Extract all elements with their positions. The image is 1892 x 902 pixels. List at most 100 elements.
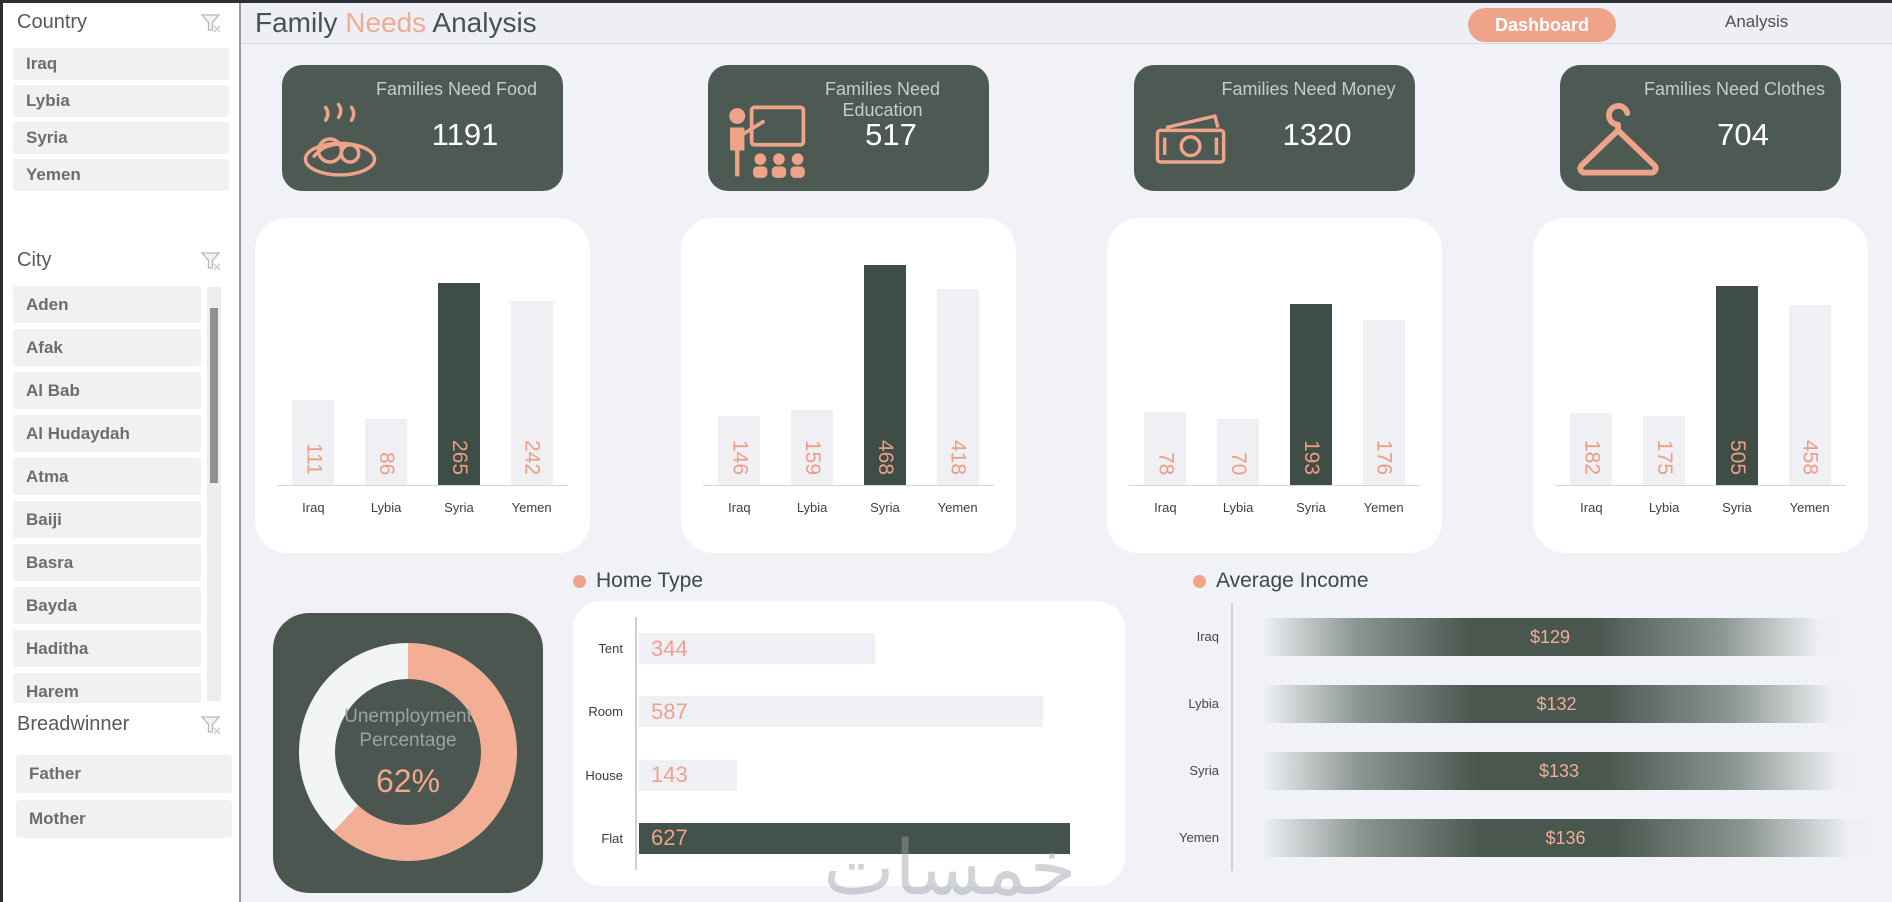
kpi-value: 1320 [1282, 117, 1352, 152]
scrollbar-thumb[interactable] [210, 308, 218, 483]
average-income-header: Average Income [1193, 569, 1369, 593]
slicer-country-yemen[interactable]: Yemen [13, 159, 229, 191]
bar-syria[interactable]: 265 [437, 283, 480, 485]
slicer-breadwinner-father[interactable]: Father [16, 755, 232, 793]
bullet-dot-icon [573, 574, 586, 588]
bar-value-label: 78 [1154, 451, 1178, 475]
kpi-title: Families Need Education [824, 79, 941, 120]
category-axis: Iraq Lybia Syria Yemen [1129, 500, 1420, 515]
bar-value-label: 242 [520, 439, 544, 475]
kpi-title: Families Need Food [375, 79, 538, 99]
bar-syria[interactable]: 468 [863, 265, 906, 485]
bar-syria[interactable]: $133 [1263, 751, 1855, 790]
bar-syria[interactable]: 505 [1715, 286, 1758, 485]
category-label: Iraq [302, 500, 325, 515]
plot-area: 146 159 468 418 [703, 254, 994, 486]
page-title: Family Needs Analysis [255, 7, 537, 39]
category-label: Syria [1296, 500, 1326, 515]
tab-analysis[interactable]: Analysis [1725, 12, 1789, 31]
bar-yemen[interactable]: 176 [1362, 320, 1405, 485]
kpi-value: 517 [865, 117, 917, 152]
top-bar: Family Needs Analysis Dashboard Analysis [241, 3, 1892, 44]
slicer-city-basra[interactable]: Basra [13, 544, 201, 581]
chart-education-by-country: 146 159 468 418 Iraq Lybia Syria Yemen [681, 218, 1016, 553]
bar-value-label: $132 [1536, 693, 1577, 714]
bullet-dot-icon [1193, 574, 1206, 588]
bar-iraq[interactable]: 111 [292, 400, 335, 485]
bar-yemen[interactable]: 242 [510, 301, 553, 485]
bar-iraq[interactable]: 78 [1144, 412, 1187, 485]
kpi-title: Families Need Clothes [1643, 79, 1826, 99]
donut-ring[interactable]: Unemployment Percentage 62% [299, 643, 517, 861]
bar-lybia[interactable]: 159 [791, 410, 834, 485]
category-label: Syria [870, 500, 900, 515]
bar-value-label: 418 [946, 439, 970, 475]
kpi-title: Families Need Money [1221, 79, 1396, 99]
city-filter-title: City [17, 249, 52, 271]
bar-yemen[interactable]: $136 [1263, 818, 1868, 857]
slicer-city-al-hudaydah[interactable]: Al Hudaydah [13, 415, 201, 452]
home-type-category: House [585, 767, 623, 783]
slicer-country-iraq[interactable]: Iraq [13, 48, 229, 80]
bar-value-label: 111 [302, 443, 326, 475]
bar-house[interactable]: 143 [639, 759, 737, 791]
bar-value-label: $133 [1538, 760, 1580, 781]
home-type-category: Flat [601, 830, 623, 846]
clear-filter-icon[interactable] [199, 11, 223, 35]
slicer-country-syria[interactable]: Syria [13, 122, 229, 154]
donut-title-line: Unemployment [344, 705, 472, 727]
bar-yemen[interactable]: 418 [936, 289, 979, 485]
bar-iraq[interactable]: 182 [1570, 413, 1613, 485]
education-icon [729, 105, 806, 178]
slicer-city-afak[interactable]: Afak [13, 329, 201, 366]
slicer-country-lybia[interactable]: Lybia [13, 85, 229, 117]
bar-iraq[interactable]: 146 [718, 416, 761, 485]
bar-value-label: 344 [651, 635, 688, 661]
income-country-label: Syria [1189, 763, 1219, 778]
bar-value-label: 505 [1725, 439, 1749, 475]
bar-lybia[interactable]: 70 [1217, 419, 1260, 485]
slicer-city-baiji[interactable]: Baiji [13, 501, 201, 538]
bar-lybia[interactable]: 86 [365, 419, 408, 485]
hanger-icon [1577, 103, 1659, 176]
slicer-breadwinner-mother[interactable]: Mother [16, 800, 232, 838]
kpi-value: 1191 [431, 117, 499, 152]
home-type-category: Tent [598, 641, 623, 657]
category-label: Lybia [370, 500, 402, 515]
bar-syria[interactable]: 193 [1289, 304, 1332, 485]
average-income-plot: Iraq $129 Lybia $132 Syria $133 Yemen $136 [1161, 603, 1885, 871]
bar-flat[interactable]: 627 [639, 822, 1070, 854]
clear-filter-icon[interactable] [199, 249, 223, 273]
category-label: Iraq [1154, 500, 1177, 515]
category-label: Yemen [511, 500, 552, 515]
breadwinner-filter-title: Breadwinner [17, 713, 130, 735]
donut-percentage: 62% [375, 762, 441, 799]
money-icon [1155, 114, 1226, 164]
category-label: Syria [444, 500, 474, 515]
clear-filter-icon[interactable] [199, 713, 223, 737]
category-axis: Iraq Lybia Syria Yemen [1555, 500, 1846, 515]
slicer-city-al-bab[interactable]: Al Bab [13, 372, 201, 409]
bar-value-label: 468 [873, 439, 897, 475]
category-label: Iraq [728, 500, 751, 515]
section-title: Home Type [596, 569, 703, 592]
title-part: Analysis [426, 7, 537, 38]
bar-value-label: $136 [1545, 827, 1586, 848]
slicer-city-harem[interactable]: Harem [13, 673, 201, 703]
bar-tent[interactable]: 344 [639, 633, 875, 665]
slicer-city-bayda[interactable]: Bayda [13, 587, 201, 624]
city-list-scrollbar[interactable] [207, 287, 221, 701]
slicer-city-aden[interactable]: Aden [13, 286, 201, 323]
country-filter-title: Country [17, 11, 88, 33]
bar-room[interactable]: 587 [639, 696, 1043, 728]
tab-dashboard[interactable]: Dashboard [1468, 8, 1616, 42]
unemployment-donut-card: Unemployment Percentage 62% [273, 613, 543, 893]
bar-iraq[interactable]: $129 [1263, 617, 1837, 656]
bar-lybia[interactable]: 175 [1643, 416, 1686, 485]
slicer-city-atma[interactable]: Atma [13, 458, 201, 495]
slicer-city-haditha[interactable]: Haditha [13, 630, 201, 667]
title-part: Family [255, 7, 346, 38]
bar-lybia[interactable]: $132 [1263, 684, 1850, 723]
bar-yemen[interactable]: 458 [1788, 305, 1831, 485]
